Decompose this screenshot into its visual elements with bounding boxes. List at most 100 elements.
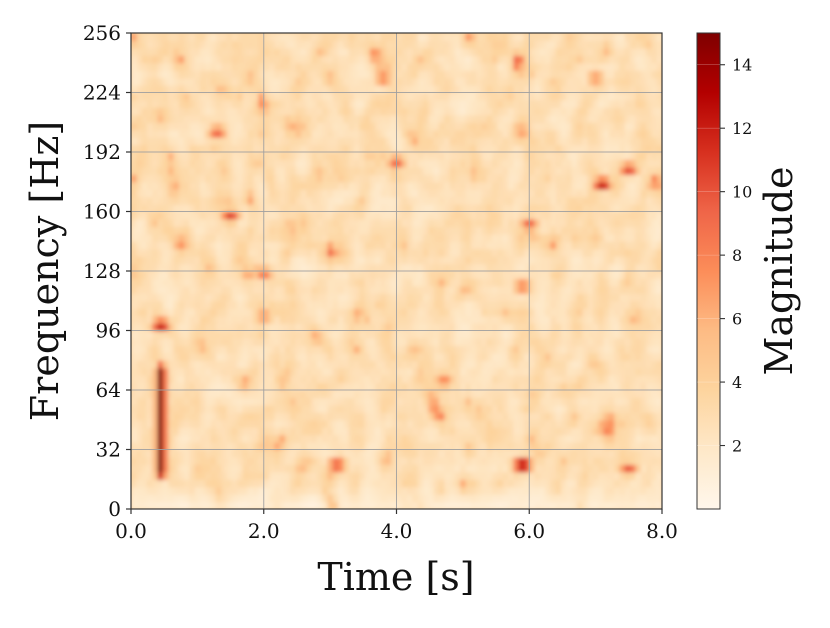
heatmap-cell <box>142 234 148 242</box>
heatmap-cell <box>280 219 286 227</box>
heatmap-cell <box>471 442 477 450</box>
heatmap-cell <box>274 204 280 212</box>
heatmap-cell <box>460 420 466 428</box>
heatmap-cell <box>397 464 403 472</box>
heatmap-cell <box>476 427 482 435</box>
heatmap-cell <box>561 145 567 153</box>
heatmap-cell <box>593 487 599 495</box>
heatmap-cell <box>582 256 588 264</box>
heatmap-cell <box>513 479 519 487</box>
heatmap-cell <box>359 383 365 391</box>
heatmap-cell <box>556 442 562 450</box>
heatmap-cell <box>535 189 541 197</box>
heatmap-cell <box>503 360 509 368</box>
heatmap-cell <box>625 390 631 398</box>
heatmap-cell <box>152 241 158 249</box>
heatmap-cell <box>397 420 403 428</box>
heatmap-cell <box>179 293 185 301</box>
heatmap-cell <box>359 375 365 383</box>
heatmap-cell <box>566 159 572 167</box>
heatmap-cell <box>312 338 318 346</box>
heatmap-cell <box>503 234 509 242</box>
heatmap-cell <box>651 212 657 220</box>
heatmap-cell <box>232 301 238 309</box>
heatmap-cell <box>561 338 567 346</box>
heatmap-cell <box>397 502 403 510</box>
heatmap-cell <box>561 368 567 376</box>
heatmap-cell <box>290 450 296 458</box>
heatmap-cell <box>280 338 286 346</box>
heatmap-cell <box>365 159 371 167</box>
heatmap-cell <box>460 152 466 160</box>
heatmap-cell <box>269 189 275 197</box>
heatmap-cell <box>503 271 509 279</box>
heatmap-cell <box>497 494 503 502</box>
heatmap-cell <box>635 286 641 294</box>
heatmap-cell <box>641 286 647 294</box>
heatmap-cell <box>301 457 307 465</box>
heatmap-cell <box>598 167 604 175</box>
heatmap-cell <box>333 189 339 197</box>
heatmap-cell <box>381 479 387 487</box>
heatmap-cell <box>444 442 450 450</box>
heatmap-cell <box>646 353 652 361</box>
heatmap-cell <box>529 316 535 324</box>
heatmap-cell <box>550 427 556 435</box>
heatmap-cell <box>481 390 487 398</box>
heatmap-cell <box>444 264 450 272</box>
heatmap-cell <box>221 502 227 510</box>
heatmap-cell <box>519 420 525 428</box>
heatmap-cell <box>147 487 153 495</box>
heatmap-cell <box>503 442 509 450</box>
heatmap-cell <box>370 278 376 286</box>
heatmap-cell <box>285 375 291 383</box>
heatmap-cell <box>439 464 445 472</box>
heatmap-cell <box>158 502 164 510</box>
heatmap-cell <box>434 264 440 272</box>
heatmap-cell <box>248 331 254 339</box>
heatmap-cell <box>200 427 206 435</box>
heatmap-cell <box>227 435 233 443</box>
heatmap-cell <box>535 308 541 316</box>
heatmap-cell <box>423 375 429 383</box>
heatmap-cell <box>471 331 477 339</box>
heatmap-cell <box>604 241 610 249</box>
heatmap-cell <box>397 487 403 495</box>
heatmap-cell <box>397 353 403 361</box>
heatmap-cell <box>322 308 328 316</box>
heatmap-cell <box>179 159 185 167</box>
heatmap-cell <box>375 278 381 286</box>
heatmap-cell <box>195 286 201 294</box>
heatmap-cell <box>407 383 413 391</box>
heatmap-cell <box>269 308 275 316</box>
heatmap-cell <box>519 286 525 294</box>
heatmap-cell <box>248 390 254 398</box>
heatmap-cell <box>168 427 174 435</box>
heatmap-cell <box>338 323 344 331</box>
heatmap-cell <box>195 323 201 331</box>
heatmap-cell <box>476 435 482 443</box>
heatmap-cell <box>264 331 270 339</box>
heatmap-cell <box>508 345 514 353</box>
heatmap-cell <box>582 427 588 435</box>
heatmap-cell <box>434 308 440 316</box>
heatmap-cell <box>651 271 657 279</box>
heatmap-cell <box>513 472 519 480</box>
heatmap-cell <box>179 204 185 212</box>
heatmap-cell <box>136 212 142 220</box>
heatmap-cell <box>604 375 610 383</box>
heatmap-cell <box>248 271 254 279</box>
heatmap-cell <box>205 338 211 346</box>
heatmap-cell <box>455 435 461 443</box>
heatmap-cell <box>227 442 233 450</box>
heatmap-cell <box>566 197 572 205</box>
heatmap-cell <box>598 159 604 167</box>
heatmap-cell <box>158 368 164 376</box>
heatmap-cell <box>343 212 349 220</box>
heatmap-cell <box>540 316 546 324</box>
heatmap-cell <box>205 241 211 249</box>
heatmap-cell <box>280 316 286 324</box>
heatmap-cell <box>572 457 578 465</box>
heatmap-cell <box>407 435 413 443</box>
heatmap-cell <box>614 360 620 368</box>
